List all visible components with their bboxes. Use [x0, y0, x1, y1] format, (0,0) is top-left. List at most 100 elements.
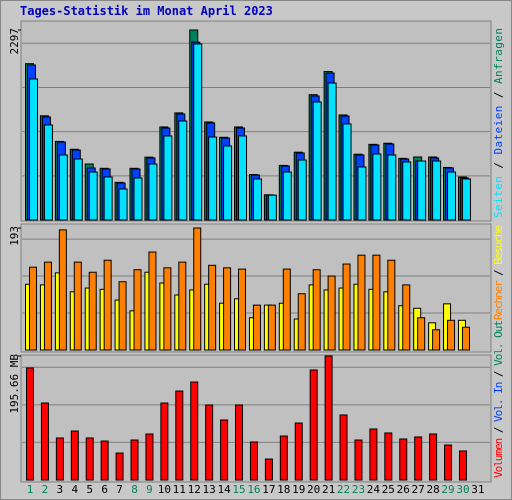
bar — [267, 194, 277, 221]
bar — [73, 261, 82, 351]
x-tick-label: 13 — [203, 483, 216, 496]
bar — [372, 153, 382, 221]
bar — [193, 227, 202, 351]
bar — [309, 369, 318, 481]
bar — [294, 422, 303, 481]
bar — [297, 159, 307, 221]
bar — [223, 145, 233, 221]
bar — [133, 177, 143, 221]
bar — [73, 158, 83, 221]
chart-title: Tages-Statistik im Monat April 2023 — [20, 4, 273, 18]
x-tick-label: 23 — [352, 483, 365, 496]
bar — [342, 263, 351, 351]
bar — [238, 268, 247, 351]
bar — [461, 178, 471, 221]
x-tick-label: 3 — [57, 483, 64, 496]
bar — [279, 435, 288, 481]
x-tick-label: 16 — [247, 483, 260, 496]
bar — [43, 261, 52, 351]
legend-entry: Vol. In — [492, 382, 505, 422]
bar — [447, 319, 456, 351]
bar — [88, 271, 97, 351]
x-tick-label: 27 — [412, 483, 425, 496]
x-tick-label: 14 — [217, 483, 231, 496]
legend-separator: / — [492, 365, 505, 383]
bar — [85, 437, 94, 481]
x-tick-label: 25 — [382, 483, 395, 496]
bar — [354, 439, 363, 481]
bar — [402, 161, 412, 221]
x-tick-label: 29 — [441, 483, 454, 496]
y-tick-label: 2297 — [8, 28, 21, 55]
bar — [444, 444, 453, 481]
x-tick-label: 5 — [86, 483, 93, 496]
bar — [103, 259, 112, 351]
x-tick-label: 9 — [146, 483, 153, 496]
bar — [40, 402, 49, 481]
bar — [43, 124, 53, 221]
bar — [357, 254, 366, 351]
bar — [100, 440, 109, 481]
legend: Rechner / Besuche — [492, 225, 505, 320]
bar — [145, 433, 154, 481]
bar — [133, 269, 142, 351]
bar — [163, 267, 172, 351]
bar — [458, 450, 467, 481]
bar — [297, 293, 306, 351]
y-tick-label: 193 — [8, 226, 21, 246]
legend-separator: / — [492, 155, 505, 176]
bar — [29, 78, 38, 221]
bar — [342, 123, 352, 221]
bar — [339, 414, 348, 481]
bar — [252, 178, 262, 221]
x-tick-label: 24 — [367, 483, 381, 496]
bar — [252, 304, 261, 351]
bar — [58, 154, 68, 221]
x-tick-label: 11 — [173, 483, 186, 496]
legend-entry: Anfragen — [492, 28, 505, 84]
bar — [208, 136, 218, 221]
bar — [103, 176, 113, 221]
bar — [432, 160, 442, 221]
bar — [205, 404, 214, 481]
bar — [324, 355, 333, 481]
y-tick-label: 195.66 MB — [8, 354, 21, 414]
legend: Seiten / Dateien / Anfragen — [492, 28, 505, 218]
x-tick-label: 15 — [232, 483, 245, 496]
bar — [118, 188, 128, 221]
bar — [193, 43, 203, 221]
legend-separator: / — [492, 421, 505, 439]
bar — [178, 261, 187, 351]
x-tick-label: 1 — [27, 483, 34, 496]
legend-separator: / — [492, 264, 505, 282]
x-tick-label: 2 — [42, 483, 49, 496]
bar — [357, 166, 367, 221]
bar — [88, 171, 98, 221]
x-tick-label: 7 — [116, 483, 123, 496]
bar — [312, 269, 321, 351]
bar — [282, 268, 291, 351]
bar — [387, 259, 396, 351]
x-tick-label: 12 — [188, 483, 201, 496]
bar — [417, 160, 427, 221]
bar — [384, 432, 393, 481]
x-tick-label: 17 — [262, 483, 275, 496]
bar — [417, 317, 426, 351]
bar — [282, 171, 292, 221]
bar — [387, 154, 397, 221]
bar — [178, 120, 188, 221]
x-tick-label: 21 — [322, 483, 335, 496]
bar — [29, 266, 37, 351]
bar — [249, 441, 258, 481]
bar — [175, 390, 184, 481]
x-tick-label: 10 — [158, 483, 171, 496]
legend-entry: Besuche — [492, 225, 505, 265]
x-tick-label: 26 — [397, 483, 410, 496]
bar — [414, 436, 423, 481]
bar — [327, 82, 337, 221]
x-tick-label: 6 — [101, 483, 108, 496]
legend-entry: Volumen — [492, 438, 505, 478]
bar — [432, 329, 441, 351]
x-tick-label: 4 — [71, 483, 78, 496]
